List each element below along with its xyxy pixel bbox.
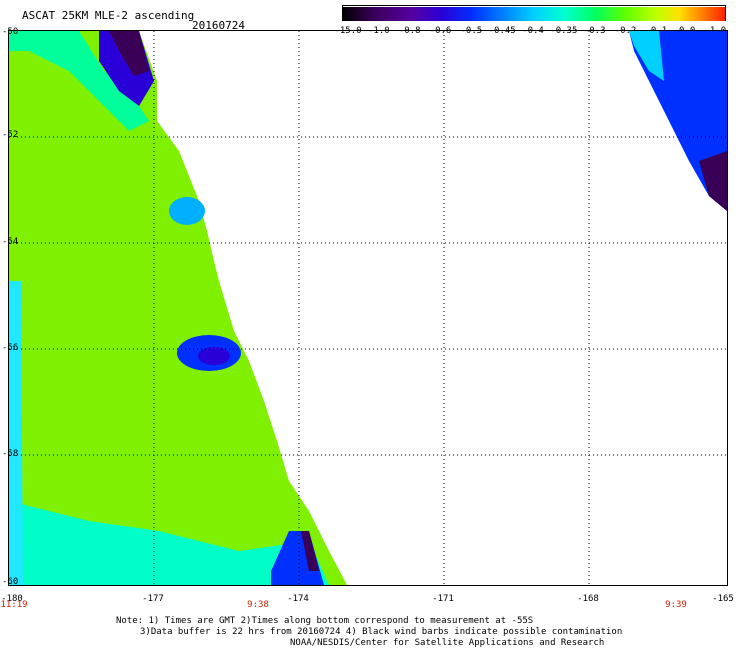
colorbar-tick-label: -0.2 — [614, 26, 637, 36]
lat-label: -60 — [2, 577, 19, 587]
low-wind-mid-east — [169, 197, 205, 225]
wind-swath-map — [9, 31, 727, 585]
swath-left-south-edge — [9, 501, 329, 585]
map-plot-area — [8, 30, 728, 586]
lat-label: -56 — [2, 343, 19, 353]
swath-right-dark — [699, 151, 727, 211]
map-date: 20160724 — [192, 19, 245, 32]
lat-label: -50 — [2, 27, 19, 37]
swath-left — [9, 31, 347, 585]
swath-right-edge — [629, 31, 664, 81]
note-line-1: Note: 1) Times are GMT 2)Times along bot… — [116, 616, 534, 626]
lon-label: -165 — [712, 594, 734, 604]
map-title: ASCAT 25KM MLE-2 ascending — [22, 9, 195, 22]
swath-left-west-edge — [9, 281, 23, 585]
colorbar-gradient — [343, 7, 725, 21]
lon-label: -168 — [577, 594, 599, 604]
time-label: 9:39 — [665, 600, 687, 610]
lat-label: -54 — [2, 237, 19, 247]
time-label: 9:38 — [247, 600, 269, 610]
colorbar-tick-label: -0.6 — [429, 26, 452, 36]
lat-label: -58 — [2, 449, 19, 459]
lon-label: -180 — [1, 594, 23, 604]
time-label: 11:19 — [0, 600, 28, 610]
lon-label: -171 — [432, 594, 454, 604]
colorbar-tick-label: -0.5 — [460, 26, 483, 36]
colorbar-tick-label: -0.45 — [488, 26, 516, 36]
note-line-3: NOAA/NESDIS/Center for Satellite Applica… — [290, 638, 605, 648]
map-graticule — [9, 31, 727, 585]
colorbar-tick-label: -0.8 — [398, 26, 421, 36]
very-low-wind-south — [301, 531, 319, 571]
colorbar-tick-label: -1.0 — [367, 26, 390, 36]
lat-label: -52 — [2, 130, 19, 140]
swath-left-edge — [9, 31, 149, 131]
colorbar — [342, 5, 726, 21]
lon-label: -177 — [142, 594, 164, 604]
colorbar-tick-label: -0.35 — [550, 26, 578, 36]
lon-label: -174 — [287, 594, 309, 604]
note-line-2: 3)Data buffer is 22 hrs from 20160724 4)… — [140, 627, 623, 637]
very-low-wind-north — [109, 31, 149, 76]
colorbar-tick-label: -0.3 — [583, 26, 606, 36]
colorbar-tick-label: -15.0 — [334, 26, 362, 36]
colorbar-tick-label: -0.4 — [522, 26, 544, 36]
low-wind-mid-core — [198, 347, 230, 365]
